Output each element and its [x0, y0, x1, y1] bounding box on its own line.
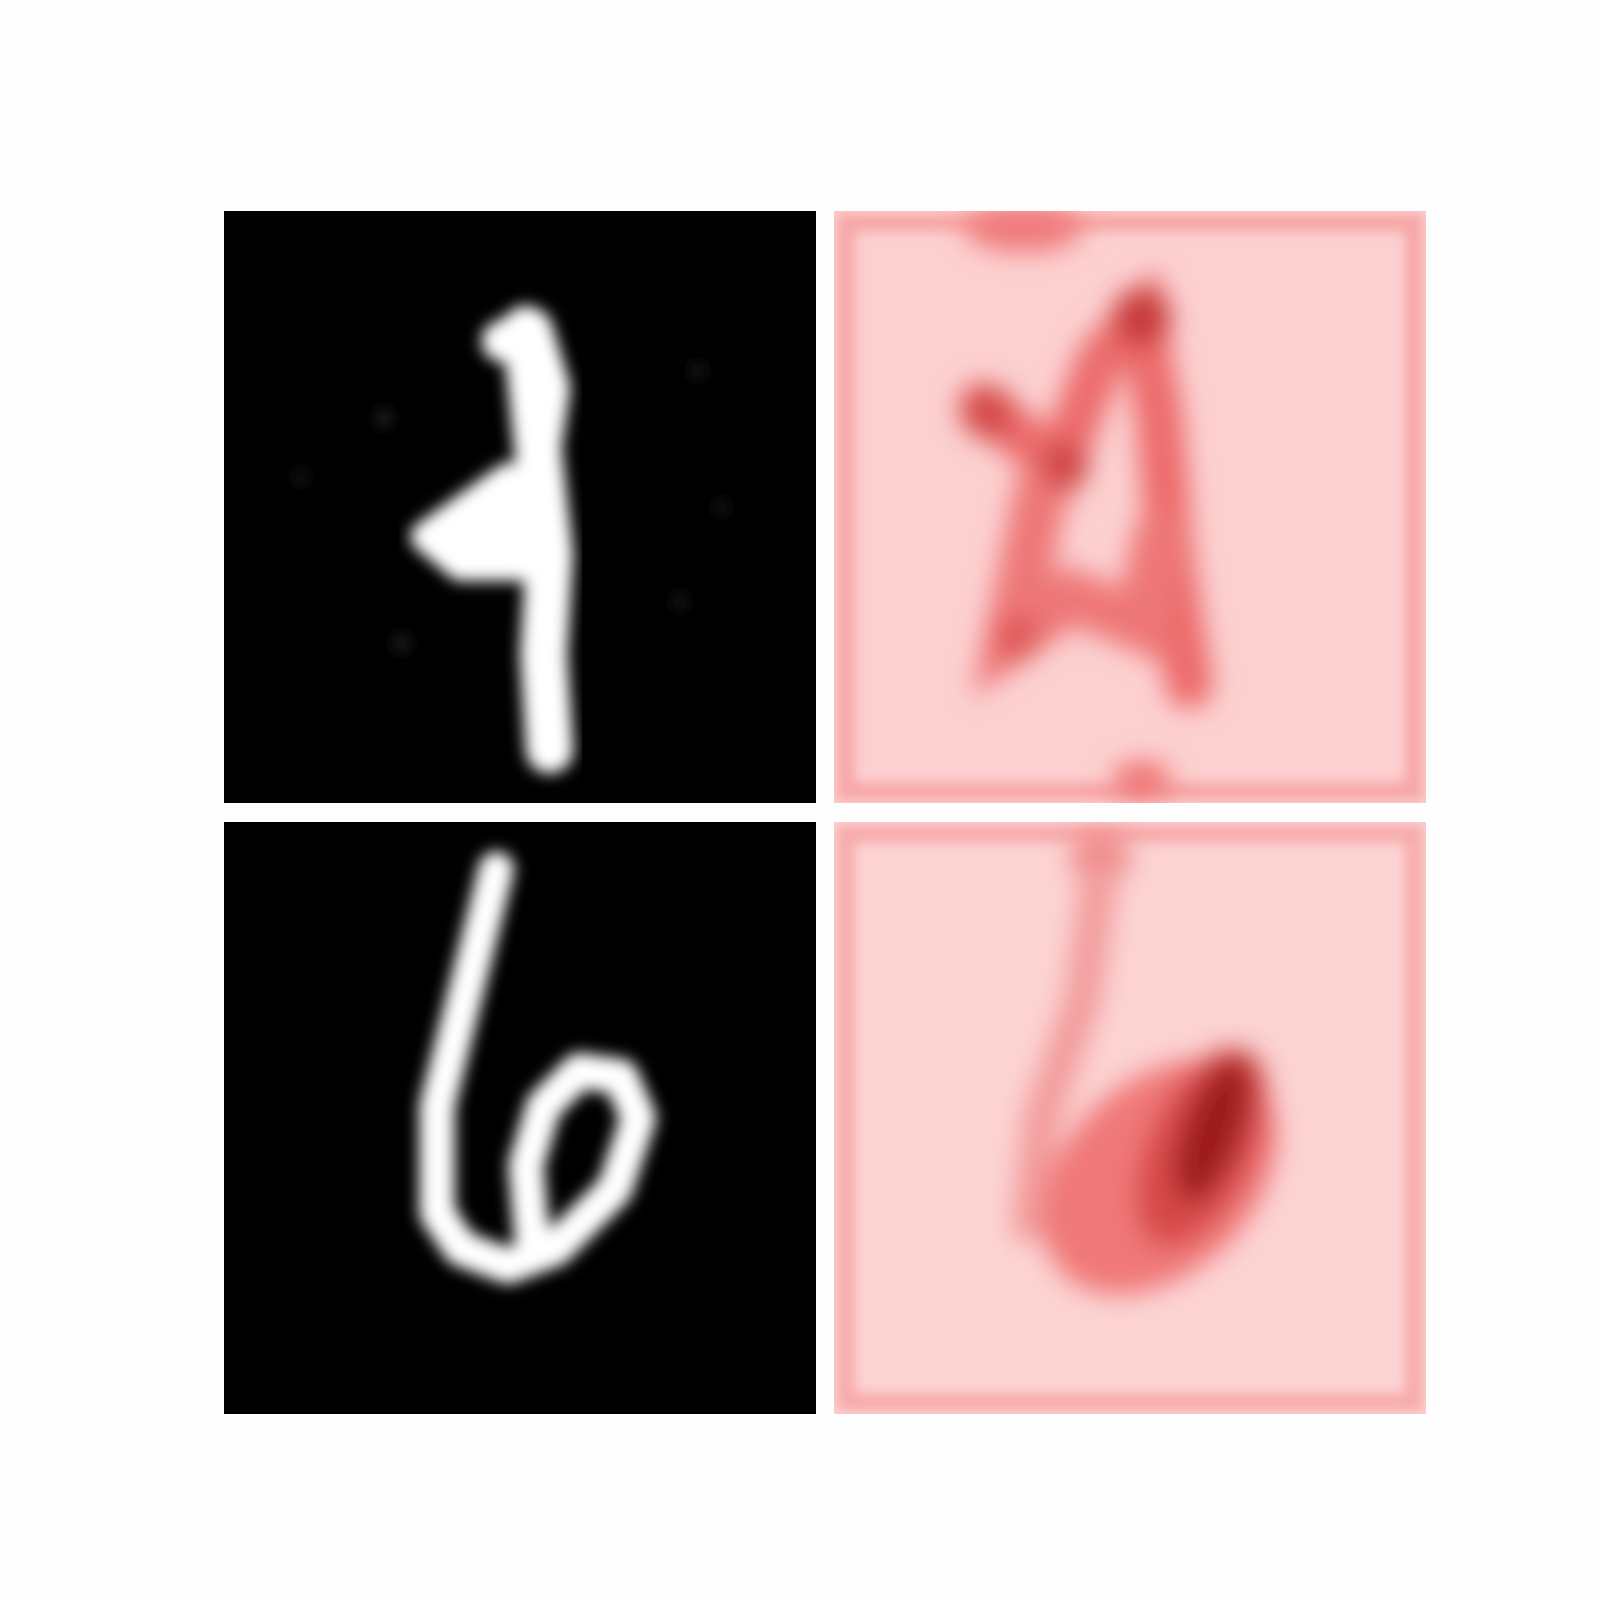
image-background [224, 822, 816, 1414]
digit-stroke [410, 305, 574, 774]
digit-image [224, 211, 816, 803]
heatmap-blobs [958, 211, 1213, 798]
noise [295, 364, 727, 651]
digit-image [224, 822, 816, 1414]
digit-stroke [419, 851, 657, 1284]
heatmap-border [836, 824, 1424, 1412]
saliency-heatmap [834, 822, 1426, 1414]
heatmap-blobs [1011, 833, 1277, 1295]
saliency-heatmap [834, 211, 1426, 803]
